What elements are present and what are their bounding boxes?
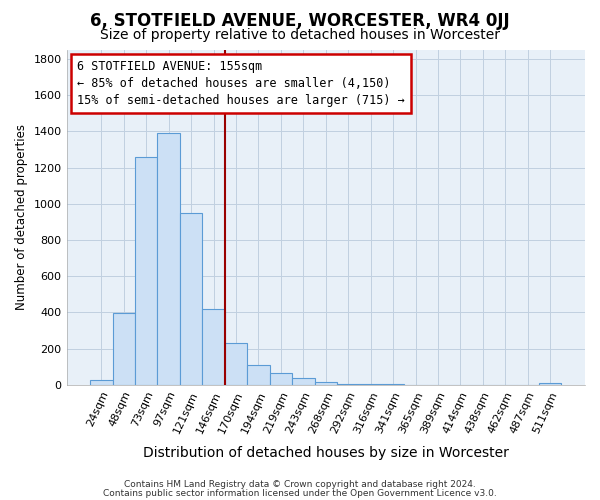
Bar — [292, 378, 314, 385]
Bar — [157, 134, 180, 385]
Bar — [269, 373, 292, 385]
Text: Contains public sector information licensed under the Open Government Licence v3: Contains public sector information licen… — [103, 488, 497, 498]
Bar — [180, 213, 202, 385]
Text: Contains HM Land Registry data © Crown copyright and database right 2024.: Contains HM Land Registry data © Crown c… — [124, 480, 476, 489]
Bar — [337, 384, 359, 385]
Bar — [382, 384, 404, 385]
Text: 6 STOTFIELD AVENUE: 155sqm
← 85% of detached houses are smaller (4,150)
15% of s: 6 STOTFIELD AVENUE: 155sqm ← 85% of deta… — [77, 60, 404, 107]
Bar — [135, 157, 157, 385]
Bar — [539, 383, 562, 385]
X-axis label: Distribution of detached houses by size in Worcester: Distribution of detached houses by size … — [143, 446, 509, 460]
Bar — [359, 384, 382, 385]
Text: 6, STOTFIELD AVENUE, WORCESTER, WR4 0JJ: 6, STOTFIELD AVENUE, WORCESTER, WR4 0JJ — [90, 12, 510, 30]
Y-axis label: Number of detached properties: Number of detached properties — [15, 124, 28, 310]
Bar — [247, 365, 269, 385]
Bar — [202, 309, 225, 385]
Bar — [90, 380, 113, 385]
Text: Size of property relative to detached houses in Worcester: Size of property relative to detached ho… — [100, 28, 500, 42]
Bar — [225, 344, 247, 385]
Bar — [113, 314, 135, 385]
Bar — [314, 382, 337, 385]
